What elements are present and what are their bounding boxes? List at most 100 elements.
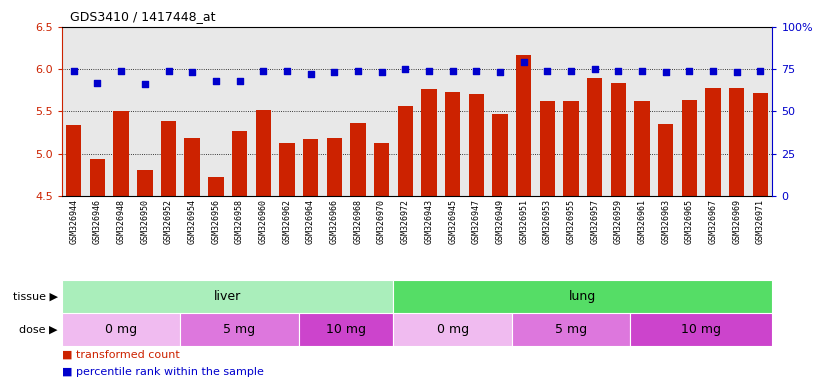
- Bar: [539, 101, 555, 196]
- Text: tissue ▶: tissue ▶: [13, 291, 58, 302]
- Point: [115, 68, 128, 74]
- Bar: [62, 280, 393, 313]
- Point: [754, 68, 767, 74]
- Text: GSM326963: GSM326963: [662, 199, 670, 244]
- Text: GSM326972: GSM326972: [401, 199, 410, 244]
- Bar: [184, 138, 200, 196]
- Text: GSM326945: GSM326945: [449, 199, 457, 244]
- Text: 5 mg: 5 mg: [555, 323, 587, 336]
- Text: GSM326944: GSM326944: [69, 199, 78, 244]
- Point: [257, 68, 270, 74]
- Bar: [299, 313, 393, 346]
- Text: GSM326967: GSM326967: [709, 199, 718, 244]
- Text: 10 mg: 10 mg: [326, 323, 366, 336]
- Point: [422, 68, 435, 74]
- Point: [351, 68, 364, 74]
- Text: GSM326948: GSM326948: [116, 199, 126, 244]
- Point: [730, 70, 743, 76]
- Point: [328, 70, 341, 76]
- Text: GSM326964: GSM326964: [306, 199, 315, 244]
- Bar: [563, 101, 579, 196]
- Bar: [516, 55, 531, 196]
- Point: [706, 68, 719, 74]
- Text: GSM326965: GSM326965: [685, 199, 694, 244]
- Bar: [208, 177, 224, 196]
- Text: GSM326943: GSM326943: [425, 199, 434, 244]
- Point: [280, 68, 293, 74]
- Text: GSM326955: GSM326955: [567, 199, 576, 244]
- Text: GSM326970: GSM326970: [377, 199, 386, 244]
- Bar: [350, 123, 366, 196]
- Point: [588, 66, 601, 72]
- Text: GSM326971: GSM326971: [756, 199, 765, 244]
- Text: GSM326952: GSM326952: [164, 199, 173, 244]
- Point: [186, 70, 199, 76]
- Text: 5 mg: 5 mg: [224, 323, 255, 336]
- Text: 0 mg: 0 mg: [105, 323, 137, 336]
- Bar: [729, 88, 744, 196]
- Bar: [232, 131, 247, 196]
- Bar: [113, 111, 129, 196]
- Point: [659, 70, 672, 76]
- Bar: [393, 313, 512, 346]
- Text: liver: liver: [214, 290, 241, 303]
- Bar: [610, 83, 626, 196]
- Point: [564, 68, 577, 74]
- Text: dose ▶: dose ▶: [19, 324, 58, 334]
- Point: [375, 70, 388, 76]
- Bar: [468, 94, 484, 196]
- Bar: [681, 100, 697, 196]
- Text: 10 mg: 10 mg: [681, 323, 721, 336]
- Bar: [634, 101, 650, 196]
- Text: GSM326950: GSM326950: [140, 199, 150, 244]
- Bar: [62, 313, 180, 346]
- Point: [233, 78, 246, 84]
- Bar: [303, 139, 318, 196]
- Text: GSM326968: GSM326968: [354, 199, 363, 244]
- Text: GSM326953: GSM326953: [543, 199, 552, 244]
- Bar: [512, 313, 630, 346]
- Point: [683, 68, 696, 74]
- Text: GSM326961: GSM326961: [638, 199, 647, 244]
- Bar: [492, 114, 508, 196]
- Point: [541, 68, 554, 74]
- Text: GSM326949: GSM326949: [496, 199, 505, 244]
- Bar: [279, 144, 295, 196]
- Text: ■ transformed count: ■ transformed count: [62, 349, 180, 359]
- Text: GSM326962: GSM326962: [282, 199, 292, 244]
- Bar: [705, 88, 721, 196]
- Bar: [326, 138, 342, 196]
- Text: GSM326960: GSM326960: [259, 199, 268, 244]
- Text: ■ percentile rank within the sample: ■ percentile rank within the sample: [62, 366, 263, 377]
- Text: GSM326957: GSM326957: [591, 199, 599, 244]
- Bar: [445, 92, 460, 196]
- Bar: [393, 280, 772, 313]
- Point: [446, 68, 459, 74]
- Point: [67, 68, 80, 74]
- Point: [209, 78, 222, 84]
- Bar: [421, 89, 437, 196]
- Bar: [66, 125, 82, 196]
- Point: [162, 68, 175, 74]
- Bar: [397, 106, 413, 196]
- Text: GSM326969: GSM326969: [733, 199, 741, 244]
- Point: [470, 68, 483, 74]
- Text: GSM326947: GSM326947: [472, 199, 481, 244]
- Text: GSM326946: GSM326946: [93, 199, 102, 244]
- Point: [304, 71, 317, 77]
- Point: [399, 66, 412, 72]
- Point: [138, 81, 151, 88]
- Bar: [180, 313, 299, 346]
- Text: GSM326951: GSM326951: [520, 199, 528, 244]
- Point: [517, 59, 530, 65]
- Text: GSM326959: GSM326959: [614, 199, 623, 244]
- Point: [493, 70, 506, 76]
- Bar: [255, 110, 271, 196]
- Text: 0 mg: 0 mg: [437, 323, 468, 336]
- Text: GSM326966: GSM326966: [330, 199, 339, 244]
- Text: GDS3410 / 1417448_at: GDS3410 / 1417448_at: [70, 10, 216, 23]
- Bar: [374, 142, 389, 196]
- Bar: [752, 93, 768, 196]
- Bar: [161, 121, 176, 196]
- Bar: [137, 170, 153, 196]
